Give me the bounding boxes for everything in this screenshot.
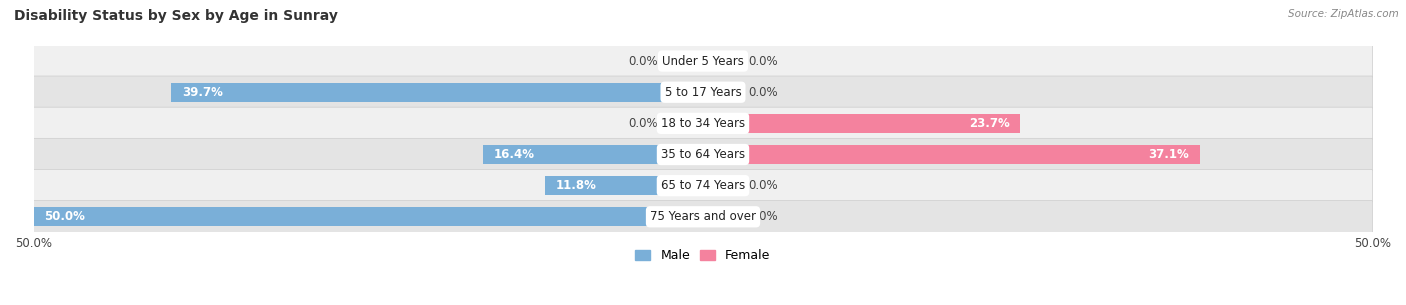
Text: 65 to 74 Years: 65 to 74 Years <box>661 179 745 192</box>
FancyBboxPatch shape <box>34 138 1372 171</box>
Text: 0.0%: 0.0% <box>748 86 778 99</box>
Text: Source: ZipAtlas.com: Source: ZipAtlas.com <box>1288 9 1399 19</box>
Bar <box>662 114 703 133</box>
Bar <box>172 83 703 102</box>
Bar <box>703 207 744 227</box>
Text: 11.8%: 11.8% <box>555 179 596 192</box>
Text: 5 to 17 Years: 5 to 17 Years <box>665 86 741 99</box>
FancyBboxPatch shape <box>34 107 1372 140</box>
FancyBboxPatch shape <box>34 201 1372 233</box>
Text: Under 5 Years: Under 5 Years <box>662 55 744 68</box>
Bar <box>662 52 703 71</box>
Text: 18 to 34 Years: 18 to 34 Years <box>661 117 745 130</box>
Text: 0.0%: 0.0% <box>748 210 778 223</box>
Legend: Male, Female: Male, Female <box>630 244 776 267</box>
Text: 50.0%: 50.0% <box>44 210 86 223</box>
Bar <box>703 52 744 71</box>
Bar <box>703 83 744 102</box>
Text: 39.7%: 39.7% <box>183 86 224 99</box>
Text: 0.0%: 0.0% <box>628 117 658 130</box>
Bar <box>703 176 744 195</box>
Text: 16.4%: 16.4% <box>494 148 536 161</box>
Text: 37.1%: 37.1% <box>1149 148 1189 161</box>
Text: 75 Years and over: 75 Years and over <box>650 210 756 223</box>
FancyBboxPatch shape <box>34 170 1372 202</box>
Bar <box>703 145 1199 164</box>
FancyBboxPatch shape <box>34 45 1372 77</box>
Text: 0.0%: 0.0% <box>748 179 778 192</box>
Bar <box>34 207 703 227</box>
Bar <box>484 145 703 164</box>
Text: 0.0%: 0.0% <box>748 55 778 68</box>
FancyBboxPatch shape <box>34 76 1372 108</box>
Text: Disability Status by Sex by Age in Sunray: Disability Status by Sex by Age in Sunra… <box>14 9 337 23</box>
Bar <box>703 114 1021 133</box>
Text: 23.7%: 23.7% <box>969 117 1010 130</box>
Text: 0.0%: 0.0% <box>628 55 658 68</box>
Text: 35 to 64 Years: 35 to 64 Years <box>661 148 745 161</box>
Bar <box>546 176 703 195</box>
